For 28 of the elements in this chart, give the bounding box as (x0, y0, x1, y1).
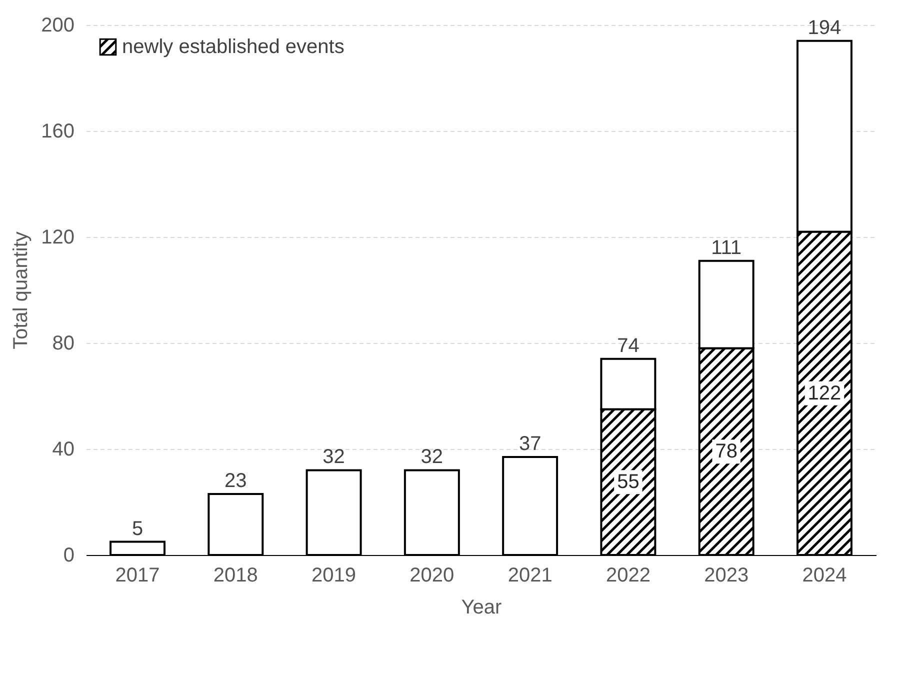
x-tick-label: 2023 (704, 564, 749, 586)
x-tick-label: 2020 (410, 564, 454, 586)
y-tick-label: 0 (63, 544, 74, 566)
x-axis-title: Year (461, 596, 502, 618)
x-tick-label: 2024 (802, 564, 847, 586)
total-label: 37 (518, 432, 542, 455)
y-axis-title: Total quantity (10, 232, 32, 350)
x-tick-label: 2017 (115, 564, 160, 586)
data-label: 122 (808, 382, 842, 404)
y-tick-label: 200 (41, 14, 74, 36)
y-tick-label: 120 (41, 226, 74, 248)
x-tick-label: 2018 (213, 564, 258, 586)
legend-label: newly established events (122, 36, 344, 58)
data-label: 78 (715, 440, 738, 463)
total-label: 5 (132, 518, 144, 540)
total-label: 111 (711, 236, 742, 259)
total-label: 74 (617, 334, 640, 357)
total-label: 32 (420, 446, 444, 468)
data-label: 55 (617, 471, 640, 494)
total-label: 23 (224, 470, 247, 492)
x-tick-label: 2022 (606, 564, 650, 586)
y-tick-label: 40 (52, 438, 74, 460)
total-label: 194 (808, 16, 842, 39)
x-tick-label: 2019 (312, 564, 356, 586)
y-tick-label: 80 (52, 332, 74, 354)
total-label: 32 (322, 446, 345, 468)
y-tick-label: 160 (41, 120, 74, 142)
x-tick-label: 2021 (508, 564, 552, 586)
